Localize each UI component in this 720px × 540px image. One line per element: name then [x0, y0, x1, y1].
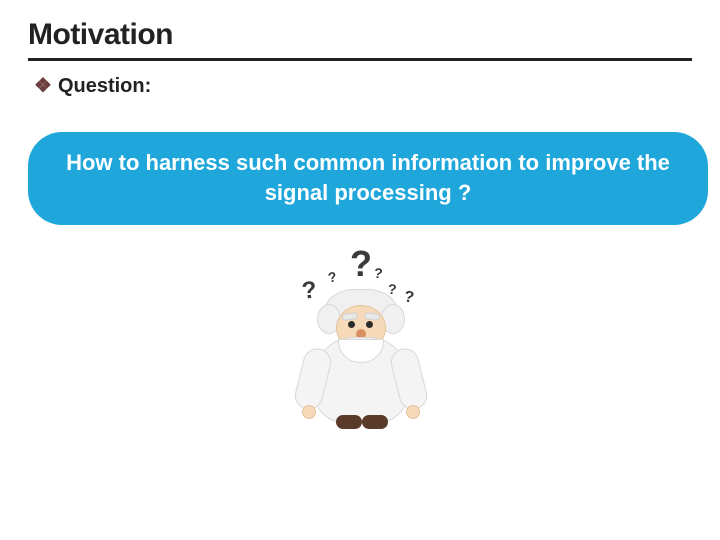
scientist-foot-right [362, 415, 388, 429]
scientist-foot-left [336, 415, 362, 429]
scientist-illustration: ?????? [280, 247, 440, 447]
slide-title: Motivation [28, 18, 692, 52]
question-mark-icon: ? [301, 277, 319, 306]
slide: Motivation ❖ Question: How to harness suc… [0, 0, 720, 540]
scientist-hand-left [302, 405, 316, 419]
diamond-bullet-icon: ❖ [34, 75, 52, 97]
bullet-line: ❖ Question: [34, 73, 692, 98]
title-underline [28, 58, 692, 61]
question-mark-icon: ? [403, 289, 416, 308]
scientist-hand-right [406, 405, 420, 419]
question-mark-icon: ? [350, 243, 372, 285]
callout-text: How to harness such common information t… [66, 150, 670, 205]
bullet-label: Question: [58, 75, 151, 97]
question-mark-icon: ? [327, 269, 338, 286]
question-mark-icon: ? [373, 265, 384, 282]
question-callout: How to harness such common information t… [28, 132, 708, 225]
